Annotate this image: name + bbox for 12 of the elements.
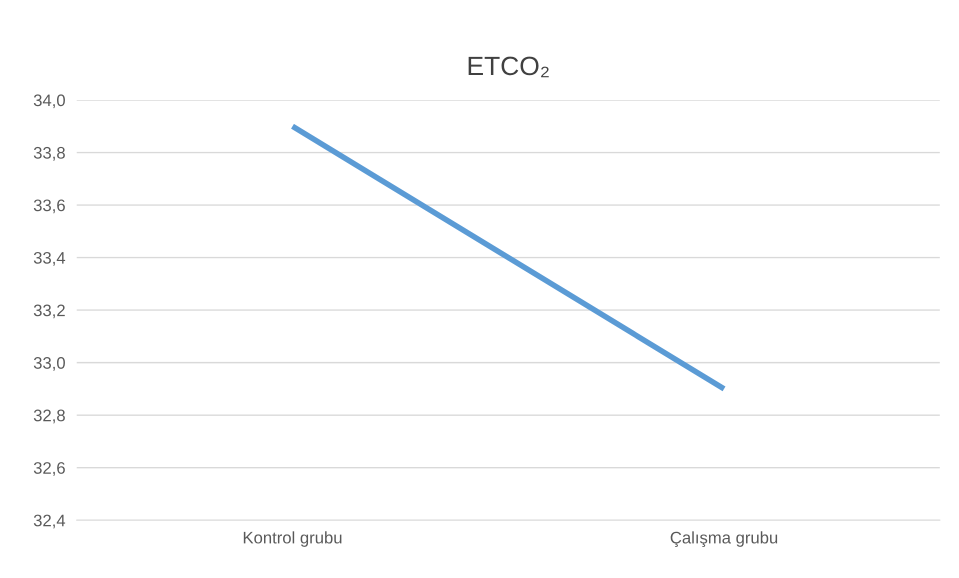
- y-tick-label: 33,6: [34, 199, 65, 214]
- x-tick-label: Kontrol grubu: [244, 531, 342, 547]
- y-tick-label: 33,0: [34, 357, 65, 371]
- y-tick-label: 32,4: [34, 514, 66, 528]
- y-tick-label: 33,2: [34, 304, 65, 318]
- y-tick-label: 32,8: [34, 410, 65, 424]
- x-tick-label: Çalışma grubu: [670, 531, 778, 547]
- y-tick-label: 32,6: [34, 462, 65, 476]
- y-tick-label: 34,0: [34, 94, 65, 108]
- chart-title: ETCO₂: [468, 56, 549, 78]
- y-tick-label: 33,4: [34, 252, 66, 266]
- y-tick-label: 33,8: [34, 146, 65, 161]
